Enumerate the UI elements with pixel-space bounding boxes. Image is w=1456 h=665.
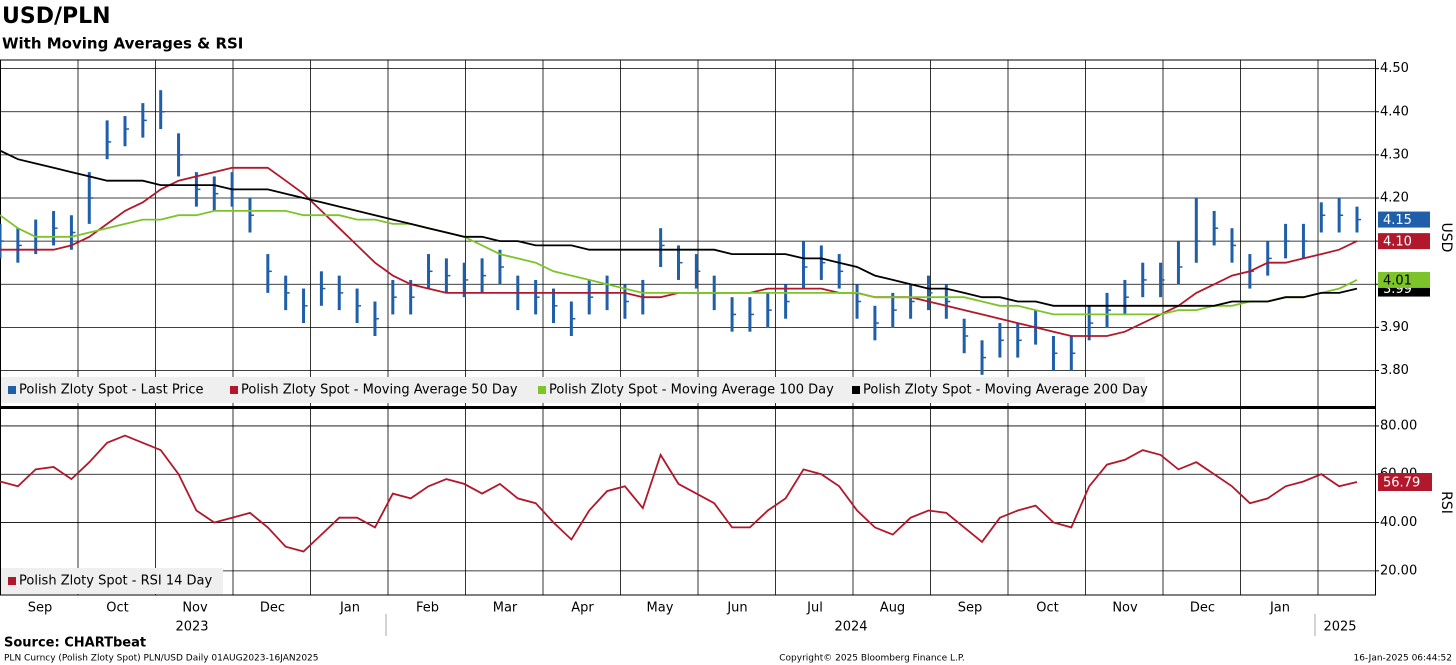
x-tick-label: Jan: [339, 601, 360, 616]
ticker-info: PLN Curncy (Polish Zloty Spot) PLN/USD D…: [4, 654, 319, 664]
x-tick-label: Sep: [958, 601, 983, 616]
legend-swatch: [8, 577, 16, 585]
y-axis-label: USD: [1438, 223, 1454, 253]
last-value-label: 4.10: [1383, 235, 1412, 250]
year-label: 2023: [175, 620, 208, 635]
series-line: [0, 149, 1358, 307]
last-value-label: 56.79: [1383, 475, 1420, 490]
x-tick-label: Mar: [493, 601, 518, 616]
year-label: 2025: [1323, 620, 1356, 635]
y-tick-label: 20.00: [1380, 563, 1417, 578]
x-tick-label: Feb: [416, 601, 439, 616]
last-value-box: [1378, 233, 1430, 250]
y-tick-label: 4.30: [1380, 147, 1409, 162]
chart-title: USD/PLN: [2, 4, 111, 29]
y-tick-label: 4.50: [1380, 61, 1409, 76]
copyright: Copyright© 2025 Bloomberg Finance L.P.: [779, 654, 964, 664]
series-line: [0, 210, 1358, 316]
x-tick-label: Nov: [1112, 601, 1138, 616]
legend-label: Polish Zloty Spot - Last Price: [19, 383, 204, 398]
last-value-box: [1378, 271, 1430, 288]
x-tick-label: Dec: [1190, 601, 1215, 616]
legend-label: Polish Zloty Spot - Moving Average 50 Da…: [241, 383, 518, 398]
y-tick-label: 80.00: [1380, 418, 1417, 433]
legend-box: [1, 377, 1145, 403]
legend-label: Polish Zloty Spot - Moving Average 200 D…: [863, 383, 1148, 398]
legend-label: Polish Zloty Spot - RSI 14 Day: [19, 574, 213, 589]
year-label: 2024: [834, 620, 867, 635]
y-tick-label: 3.90: [1380, 320, 1409, 335]
y-tick-label: 4.20: [1380, 191, 1409, 206]
series-line: [0, 434, 1358, 553]
x-tick-label: Oct: [1036, 601, 1058, 616]
timestamp: 16-Jan-2025 06:44:52: [1353, 654, 1452, 664]
chart-subtitle: With Moving Averages & RSI: [2, 35, 243, 53]
y-tick-label: 3.80: [1380, 363, 1409, 378]
legend-box: [1, 568, 223, 594]
last-value-box: [1378, 211, 1430, 228]
legend-label: Polish Zloty Spot - Moving Average 100 D…: [549, 383, 834, 398]
x-tick-label: Sep: [28, 601, 53, 616]
y-axis-label: RSI: [1438, 491, 1454, 514]
x-tick-label: Oct: [106, 601, 128, 616]
x-tick-label: Jul: [806, 601, 823, 616]
y-tick-label: 4.40: [1380, 104, 1409, 119]
x-tick-label: May: [647, 601, 674, 616]
x-tick-label: Nov: [182, 601, 208, 616]
legend-swatch: [230, 386, 238, 394]
legend-swatch: [8, 386, 16, 394]
x-tick-label: Aug: [880, 601, 905, 616]
x-tick-label: Dec: [260, 601, 285, 616]
legend-swatch: [538, 386, 546, 394]
last-value-label: 4.01: [1383, 273, 1412, 288]
x-tick-label: Jan: [1269, 601, 1290, 616]
last-value-label: 4.15: [1383, 213, 1412, 228]
source: Source: CHARTbeat: [4, 636, 146, 651]
legend-swatch: [852, 386, 860, 394]
y-tick-label: 40.00: [1380, 515, 1417, 530]
last-value-box: [1378, 472, 1432, 491]
x-tick-label: Apr: [571, 601, 594, 616]
x-tick-label: Jun: [726, 601, 747, 616]
